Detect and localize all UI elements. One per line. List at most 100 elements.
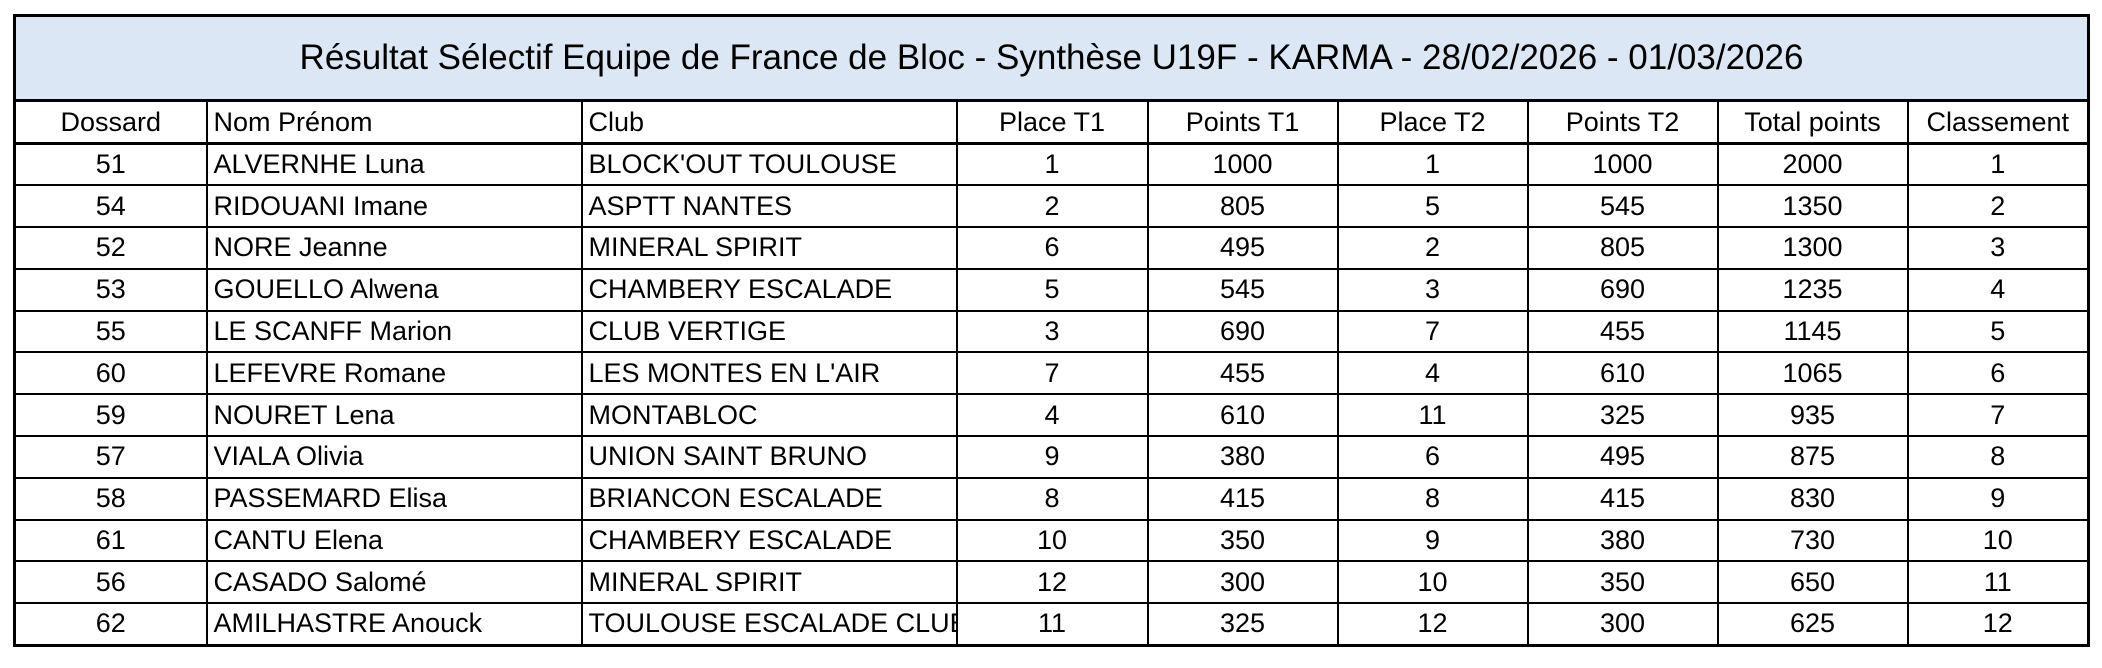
cell-points-t2: 455 [1526, 309, 1719, 354]
cell-club: UNION SAINT BRUNO [580, 435, 958, 479]
cell-total-points: 1145 [1716, 309, 1909, 354]
cell-nom-prenom: VIALA Olivia [205, 435, 583, 479]
cell-dossard: 57 [13, 435, 208, 479]
cell-nom-prenom: GOUELLO Alwena [205, 267, 583, 312]
cell-place-t1: 8 [955, 476, 1149, 521]
cell-club: TOULOUSE ESCALADE CLUB [580, 602, 958, 647]
table-row: 57 VIALA Olivia UNION SAINT BRUNO 9 380 … [13, 435, 2090, 479]
cell-place-t2: 8 [1336, 476, 1529, 521]
cell-place-t1: 2 [955, 184, 1149, 229]
cell-classement: 1 [1906, 142, 2090, 187]
cell-dossard: 51 [13, 142, 208, 187]
cell-place-t1: 1 [955, 142, 1149, 187]
cell-points-t1: 545 [1146, 267, 1339, 312]
cell-total-points: 650 [1716, 560, 1909, 605]
cell-place-t2: 2 [1336, 226, 1529, 270]
table-row: 51 ALVERNHE Luna BLOCK'OUT TOULOUSE 1 10… [13, 142, 2090, 187]
cell-club: MINERAL SPIRIT [580, 560, 958, 605]
cell-points-t2: 350 [1526, 560, 1719, 605]
cell-nom-prenom: CANTU Elena [205, 518, 583, 563]
col-header-club: Club [580, 99, 958, 145]
cell-place-t2: 11 [1336, 393, 1529, 438]
cell-nom-prenom: PASSEMARD Elisa [205, 476, 583, 521]
cell-dossard: 55 [13, 309, 208, 354]
cell-club: LES MONTES EN L'AIR [580, 351, 958, 396]
cell-club: ASPTT NANTES [580, 184, 958, 229]
cell-points-t2: 690 [1526, 267, 1719, 312]
cell-dossard: 56 [13, 560, 208, 605]
cell-place-t2: 12 [1336, 602, 1529, 647]
cell-points-t1: 1000 [1146, 142, 1339, 187]
table-row: 56 CASADO Salomé MINERAL SPIRIT 12 300 1… [13, 560, 2090, 605]
cell-nom-prenom: ALVERNHE Luna [205, 142, 583, 187]
cell-place-t2: 1 [1336, 142, 1529, 187]
cell-club: BRIANCON ESCALADE [580, 476, 958, 521]
cell-classement: 10 [1906, 518, 2090, 563]
table-row: 60 LEFEVRE Romane LES MONTES EN L'AIR 7 … [13, 351, 2090, 396]
table-row: 53 GOUELLO Alwena CHAMBERY ESCALADE 5 54… [13, 267, 2090, 312]
cell-dossard: 59 [13, 393, 208, 438]
cell-place-t2: 10 [1336, 560, 1529, 605]
table-row: 58 PASSEMARD Elisa BRIANCON ESCALADE 8 4… [13, 476, 2090, 521]
cell-place-t2: 5 [1336, 184, 1529, 229]
table-body: 51 ALVERNHE Luna BLOCK'OUT TOULOUSE 1 10… [13, 142, 2090, 647]
cell-place-t1: 7 [955, 351, 1149, 396]
cell-total-points: 1235 [1716, 267, 1909, 312]
cell-club: BLOCK'OUT TOULOUSE [580, 142, 958, 187]
page-title: Résultat Sélectif Equipe de France de Bl… [13, 14, 2090, 102]
cell-points-t1: 455 [1146, 351, 1339, 396]
cell-club: CHAMBERY ESCALADE [580, 518, 958, 563]
cell-place-t2: 6 [1336, 435, 1529, 479]
cell-place-t1: 5 [955, 267, 1149, 312]
col-header-place-t2: Place T2 [1336, 99, 1529, 145]
cell-dossard: 62 [13, 602, 208, 647]
header-row: Dossard Nom Prénom Club Place T1 Points … [13, 99, 2090, 145]
col-header-place-t1: Place T1 [955, 99, 1149, 145]
cell-total-points: 1065 [1716, 351, 1909, 396]
cell-place-t1: 6 [955, 226, 1149, 270]
cell-club: MINERAL SPIRIT [580, 226, 958, 270]
cell-classement: 9 [1906, 476, 2090, 521]
cell-classement: 8 [1906, 435, 2090, 479]
cell-total-points: 1300 [1716, 226, 1909, 270]
cell-dossard: 52 [13, 226, 208, 270]
cell-points-t1: 415 [1146, 476, 1339, 521]
cell-points-t2: 805 [1526, 226, 1719, 270]
cell-classement: 6 [1906, 351, 2090, 396]
cell-points-t1: 380 [1146, 435, 1339, 479]
cell-total-points: 830 [1716, 476, 1909, 521]
results-table: Résultat Sélectif Equipe de France de Bl… [13, 14, 2091, 647]
table-row: 62 AMILHASTRE Anouck TOULOUSE ESCALADE C… [13, 602, 2090, 647]
cell-points-t1: 805 [1146, 184, 1339, 229]
cell-classement: 5 [1906, 309, 2090, 354]
table-row: 59 NOURET Lena MONTABLOC 4 610 11 325 93… [13, 393, 2090, 438]
cell-classement: 2 [1906, 184, 2090, 229]
cell-points-t2: 325 [1526, 393, 1719, 438]
cell-nom-prenom: NORE Jeanne [205, 226, 583, 270]
cell-total-points: 875 [1716, 435, 1909, 479]
col-header-classement: Classement [1906, 99, 2090, 145]
cell-points-t2: 300 [1526, 602, 1719, 647]
cell-nom-prenom: LEFEVRE Romane [205, 351, 583, 396]
cell-points-t1: 325 [1146, 602, 1339, 647]
col-header-total-points: Total points [1716, 99, 1909, 145]
table-row: 61 CANTU Elena CHAMBERY ESCALADE 10 350 … [13, 518, 2090, 563]
cell-total-points: 730 [1716, 518, 1909, 563]
cell-total-points: 625 [1716, 602, 1909, 647]
cell-classement: 4 [1906, 267, 2090, 312]
cell-dossard: 61 [13, 518, 208, 563]
cell-nom-prenom: CASADO Salomé [205, 560, 583, 605]
cell-club: CHAMBERY ESCALADE [580, 267, 958, 312]
col-header-points-t1: Points T1 [1146, 99, 1339, 145]
cell-points-t1: 350 [1146, 518, 1339, 563]
cell-total-points: 1350 [1716, 184, 1909, 229]
cell-points-t1: 495 [1146, 226, 1339, 270]
cell-points-t1: 610 [1146, 393, 1339, 438]
cell-points-t1: 690 [1146, 309, 1339, 354]
cell-nom-prenom: NOURET Lena [205, 393, 583, 438]
cell-dossard: 58 [13, 476, 208, 521]
cell-place-t1: 9 [955, 435, 1149, 479]
cell-total-points: 935 [1716, 393, 1909, 438]
cell-points-t1: 300 [1146, 560, 1339, 605]
cell-points-t2: 495 [1526, 435, 1719, 479]
